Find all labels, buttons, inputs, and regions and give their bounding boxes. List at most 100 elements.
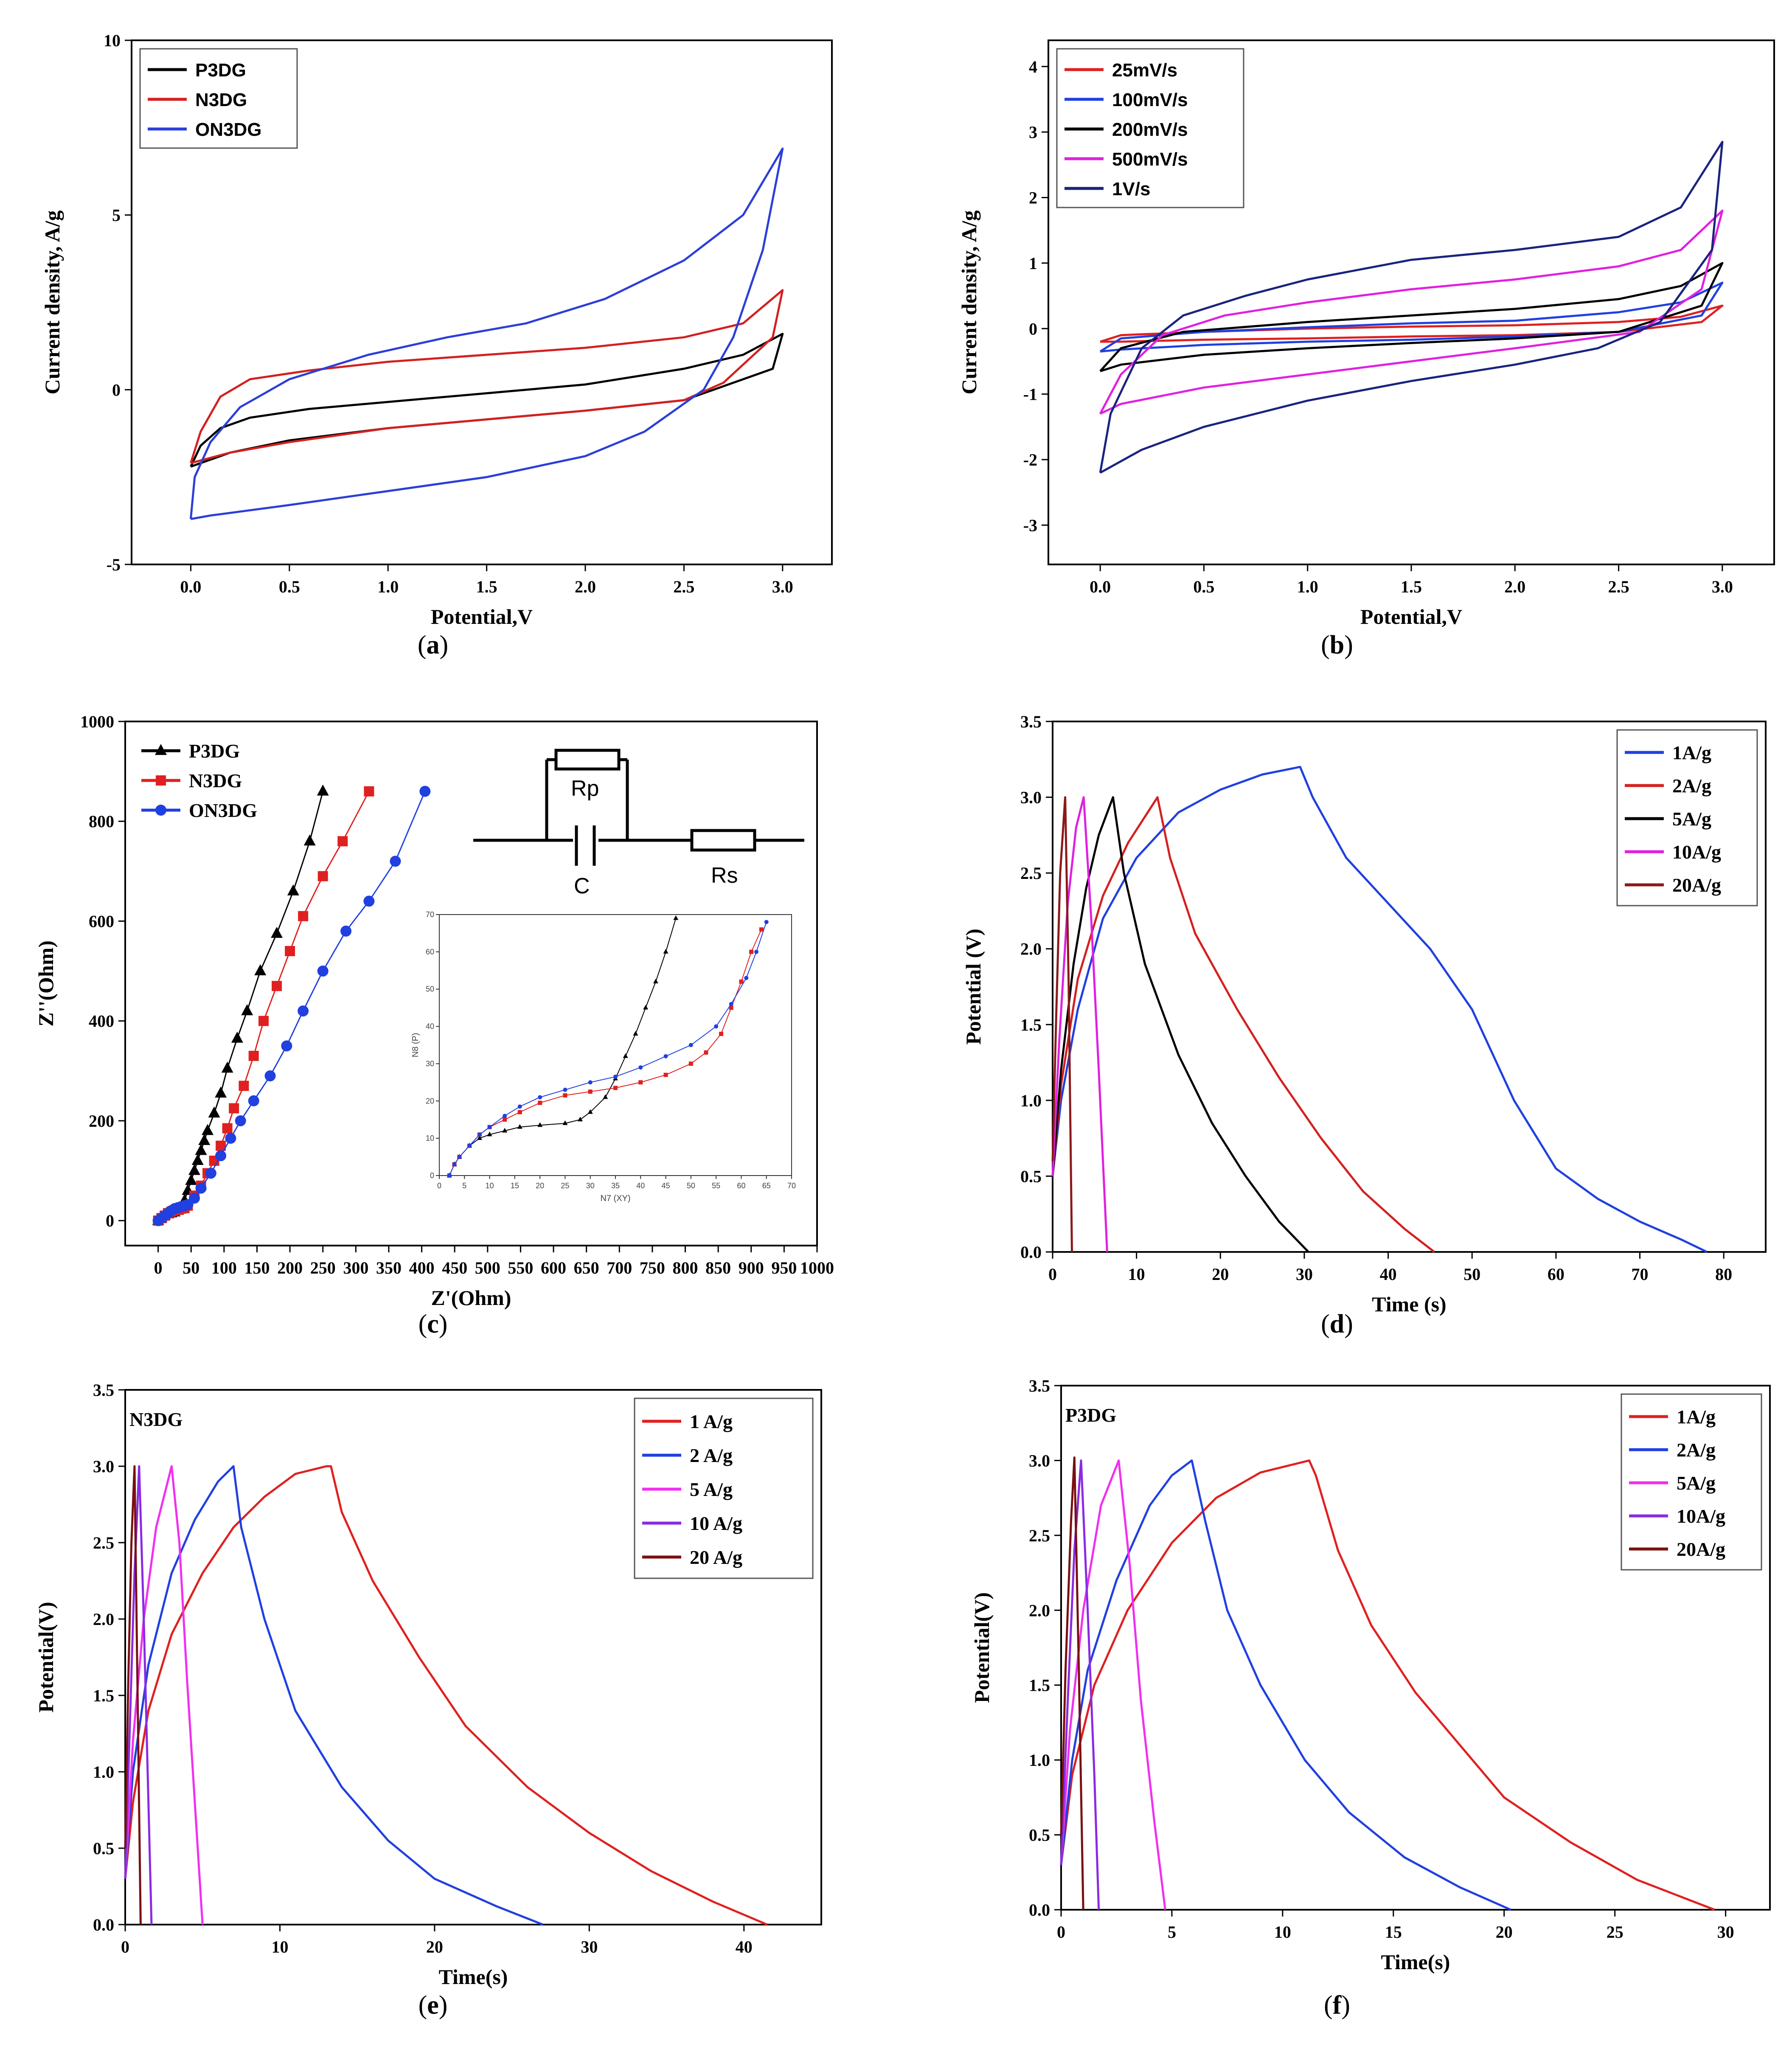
y-tick-label: 800 bbox=[89, 812, 114, 831]
inset-data-point bbox=[744, 976, 749, 980]
caption-letter: f bbox=[1333, 1991, 1342, 2020]
y-tick-label: 400 bbox=[89, 1012, 114, 1031]
inset-data-point bbox=[739, 979, 744, 984]
x-tick-label: 900 bbox=[739, 1258, 764, 1277]
series-line-e-1 bbox=[124, 1465, 543, 1926]
x-tick-label: 150 bbox=[244, 1258, 270, 1277]
inset-data-point bbox=[452, 1162, 457, 1167]
y-tick-label: 10 bbox=[104, 31, 121, 50]
inset-x-tick-label: 10 bbox=[486, 1181, 494, 1190]
panel-caption: (f) bbox=[1324, 1991, 1350, 2020]
panel-d: 0 10 20 30 40 50 60 70 80 0.0 0.5 1.0 1.5 2.0 2.5 3.0 3.… bbox=[961, 712, 1767, 1339]
data-point bbox=[271, 926, 283, 938]
y-tick-label: 3.5 bbox=[1020, 712, 1042, 731]
plot-frame-e bbox=[124, 1389, 822, 1925]
y-axis-label: Potential (V) bbox=[961, 929, 985, 1045]
data-point bbox=[272, 981, 282, 991]
x-tick-label: 70 bbox=[1632, 1265, 1649, 1284]
x-tick-label: 600 bbox=[541, 1258, 566, 1277]
legend-label: 100mV/s bbox=[1112, 90, 1188, 110]
data-point bbox=[264, 1070, 276, 1082]
y-axis-label: Z''(Ohm) bbox=[34, 940, 58, 1027]
caption-close-paren: ) bbox=[1341, 1991, 1350, 2020]
inset-data-point bbox=[562, 1120, 568, 1125]
inset-data-point bbox=[638, 1065, 643, 1070]
caption-close-paren: ) bbox=[439, 1991, 448, 2020]
x-tick-label: 0 bbox=[1048, 1265, 1057, 1284]
inset-x-tick-label: 60 bbox=[737, 1181, 745, 1190]
plot-frame-c bbox=[124, 721, 818, 1246]
data-point bbox=[188, 1164, 200, 1175]
legend-marker bbox=[156, 775, 166, 786]
inset-data-point bbox=[502, 1128, 508, 1133]
inset-data-point bbox=[623, 1053, 628, 1058]
x-tick-label: 80 bbox=[1715, 1265, 1732, 1284]
x-tick-label: 0.5 bbox=[1193, 577, 1214, 596]
inset-series-line-2 bbox=[449, 922, 767, 1176]
series-line-f-0 bbox=[1060, 1459, 1715, 1911]
panel-a: 0.0 0.5 1.0 1.5 2.0 2.5 3.0 -5 0 5 10 Potential,V Cu… bbox=[40, 31, 833, 659]
series-line-e-2 bbox=[124, 1465, 204, 1925]
y-tick-label: 1.5 bbox=[1020, 1015, 1042, 1034]
data-point bbox=[419, 786, 431, 797]
data-point bbox=[248, 1051, 259, 1061]
inset-data-point bbox=[754, 949, 758, 954]
data-point bbox=[208, 1106, 220, 1118]
inset-frame bbox=[439, 914, 792, 1176]
x-tick-label: 20 bbox=[1212, 1265, 1229, 1284]
inset-x-tick-label: 45 bbox=[662, 1181, 670, 1190]
y-tick-label: 1.5 bbox=[93, 1686, 114, 1705]
inset-x-tick-label: 25 bbox=[561, 1181, 569, 1190]
data-point bbox=[216, 1140, 226, 1151]
inset-y-tick-label: 70 bbox=[426, 910, 434, 919]
inset-data-point bbox=[517, 1104, 522, 1109]
series-line-a-1 bbox=[190, 289, 784, 464]
inset-x-tick-label: 50 bbox=[687, 1181, 695, 1190]
inset-data-point bbox=[538, 1100, 542, 1105]
data-point bbox=[229, 1103, 239, 1114]
data-point bbox=[287, 884, 299, 895]
y-tick-label: 3 bbox=[1029, 123, 1037, 142]
data-point bbox=[235, 1115, 246, 1126]
legend-marker bbox=[155, 744, 167, 755]
inset-data-point bbox=[467, 1143, 472, 1148]
series-line-b-3 bbox=[1099, 209, 1724, 415]
series-line-d-1 bbox=[1051, 796, 1435, 1253]
inset-x-tick-label: 0 bbox=[437, 1181, 441, 1190]
equivalent-circuit: Rp C Rs bbox=[473, 749, 804, 898]
y-tick-label: 2.0 bbox=[1020, 940, 1042, 959]
inset-y-tick-label: 40 bbox=[426, 1022, 434, 1031]
inset-data-point bbox=[704, 1050, 708, 1055]
x-tick-label: 20 bbox=[1496, 1922, 1513, 1942]
x-tick-label: 750 bbox=[640, 1258, 665, 1277]
inset-data-point bbox=[613, 1075, 618, 1079]
x-tick-label: 2.0 bbox=[1504, 577, 1525, 596]
inset-y-axis-label: N8 (P) bbox=[411, 1033, 420, 1058]
caption-letter: d bbox=[1330, 1310, 1344, 1339]
data-point bbox=[225, 1133, 236, 1144]
inset-data-point bbox=[447, 1173, 452, 1178]
data-point bbox=[248, 1095, 259, 1106]
data-point bbox=[195, 1182, 207, 1194]
legend-label: P3DG bbox=[189, 740, 240, 762]
x-tick-label: 5 bbox=[1168, 1922, 1176, 1942]
y-tick-label: 0 bbox=[106, 1211, 114, 1230]
x-axis-label: Potential,V bbox=[431, 605, 533, 629]
x-tick-label: 550 bbox=[508, 1258, 533, 1277]
inset-data-point bbox=[638, 1080, 643, 1085]
x-tick-label: 0 bbox=[1057, 1922, 1065, 1942]
data-point bbox=[241, 1004, 253, 1016]
data-point bbox=[337, 836, 348, 847]
panel-caption: (e) bbox=[419, 1991, 448, 2020]
y-tick-label: 1.0 bbox=[1029, 1751, 1050, 1770]
inset-plot: 0 5 10 15 20 25 30 35 40 45 50 55 60 65 70 0 10 20 30 40 50 6… bbox=[411, 910, 796, 1203]
legend-label: 500mV/s bbox=[1112, 149, 1188, 170]
data-point bbox=[239, 1080, 249, 1091]
inset-x-tick-label: 65 bbox=[762, 1181, 771, 1190]
y-tick-label: 3.0 bbox=[93, 1457, 114, 1476]
resistor-rp bbox=[554, 749, 621, 771]
data-point bbox=[222, 1123, 233, 1134]
caption-close-paren: ) bbox=[440, 631, 449, 659]
inset-data-point bbox=[729, 1005, 733, 1010]
